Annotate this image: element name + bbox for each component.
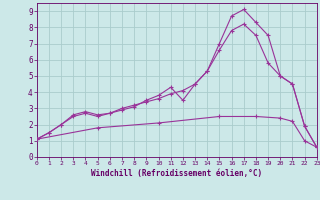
X-axis label: Windchill (Refroidissement éolien,°C): Windchill (Refroidissement éolien,°C) — [91, 169, 262, 178]
